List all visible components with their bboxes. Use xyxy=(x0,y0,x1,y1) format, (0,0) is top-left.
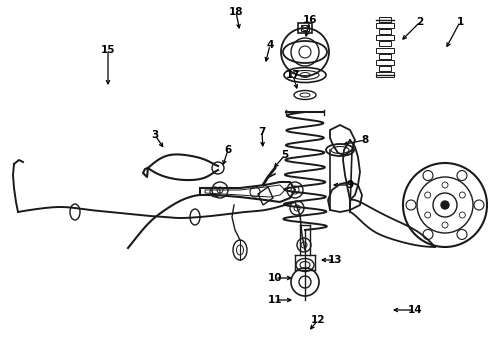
Bar xyxy=(379,41,392,46)
Bar xyxy=(379,17,392,22)
Bar xyxy=(301,25,309,31)
Bar xyxy=(298,23,312,33)
Bar xyxy=(379,29,392,34)
Text: 14: 14 xyxy=(408,305,422,315)
Bar xyxy=(376,72,394,77)
Bar xyxy=(376,35,394,40)
Text: 15: 15 xyxy=(101,45,115,55)
Text: 2: 2 xyxy=(416,17,424,27)
Text: 18: 18 xyxy=(229,7,243,17)
Text: 10: 10 xyxy=(268,273,282,283)
Text: 4: 4 xyxy=(266,40,274,50)
Text: 7: 7 xyxy=(258,127,266,137)
Text: 9: 9 xyxy=(346,180,354,190)
Text: 11: 11 xyxy=(268,295,282,305)
Circle shape xyxy=(441,201,449,209)
Text: 8: 8 xyxy=(361,135,368,145)
Text: 3: 3 xyxy=(151,130,159,140)
Text: 12: 12 xyxy=(311,315,325,325)
Bar xyxy=(376,23,394,28)
Text: 17: 17 xyxy=(286,70,300,80)
Bar xyxy=(379,54,392,59)
Text: 13: 13 xyxy=(328,255,342,265)
Bar xyxy=(376,48,394,53)
Bar xyxy=(376,60,394,65)
Text: 16: 16 xyxy=(303,15,317,25)
Text: 5: 5 xyxy=(281,150,289,160)
Bar xyxy=(379,66,392,71)
Text: 6: 6 xyxy=(224,145,232,155)
Text: 1: 1 xyxy=(456,17,464,27)
